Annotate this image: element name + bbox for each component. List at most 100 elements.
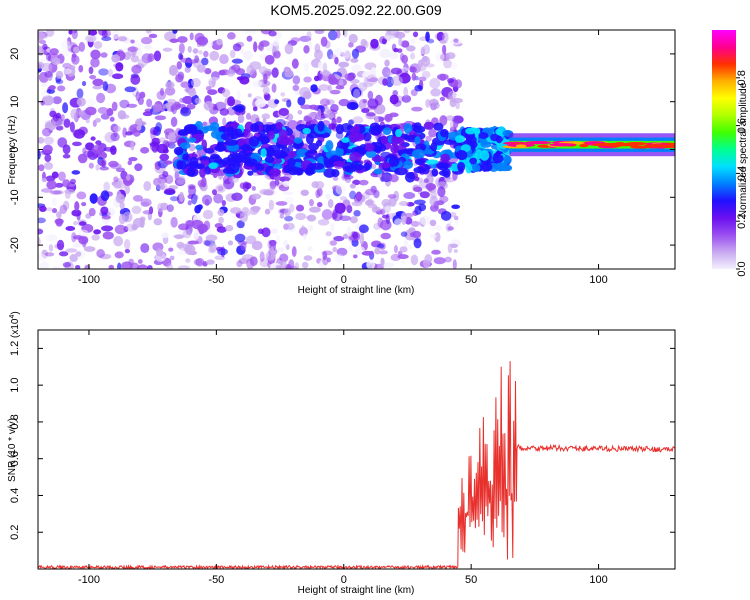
spectrogram-cell [349, 152, 362, 163]
spectrogram-cell [235, 68, 246, 76]
spectrogram-cell [177, 36, 188, 43]
spectrogram-cell [423, 121, 435, 130]
spectrogram-cell [130, 74, 141, 85]
spectrogram-cell [81, 81, 87, 87]
spectrogram-cell [307, 149, 317, 155]
spectrogram-cell [248, 136, 260, 147]
spectrogram-cell [328, 123, 337, 130]
spectrogram-cell [306, 215, 314, 220]
spectrogram-cell [187, 240, 200, 245]
spectrogram-cell [287, 143, 294, 154]
spectrogram-cell [127, 46, 139, 52]
spectrogram-cell [284, 43, 294, 55]
spectrogram-cell [44, 153, 52, 163]
spectrogram-cell [439, 128, 449, 138]
spectrogram-cell [440, 153, 451, 163]
spectrogram-cell [38, 61, 45, 69]
spectrogram-cell [189, 32, 194, 41]
spectrogram-cell [232, 43, 242, 52]
spectrogram-cell [95, 140, 102, 146]
spectrogram-cell [211, 189, 218, 195]
spectrogram-cell [425, 183, 437, 191]
snr-panel: -100 -50 0 50 100 0.2 0.4 0.6 0.8 1.0 1.2 Height … [7, 311, 676, 596]
spectrogram-cell [185, 258, 191, 263]
spectrogram-cell [244, 158, 258, 167]
spectrogram-cell [429, 219, 437, 227]
spectrogram-cell [198, 50, 203, 55]
spectrogram-cell [251, 80, 263, 87]
spectrogram-cell [114, 251, 124, 259]
spectrogram-cell [268, 199, 274, 211]
spectrogram-cell [452, 259, 457, 269]
spectrogram-cell [335, 124, 344, 135]
spectrogram-cell [240, 241, 247, 251]
spectrogram-cell [196, 36, 209, 46]
spectrogram-cell [283, 239, 288, 247]
spectrogram-cell [137, 58, 148, 67]
spectrogram-cell [40, 188, 53, 193]
spectrogram-cell [444, 256, 452, 263]
spectrogram-cell [82, 147, 87, 155]
spectrogram-cell [60, 114, 65, 122]
spectrogram-cell [140, 243, 150, 254]
spectrogram-cell [252, 207, 260, 213]
spectrogram-cell [255, 163, 265, 171]
spectrogram-cell [134, 163, 143, 172]
spectrogram-cell [156, 183, 168, 191]
spectrogram-cell [42, 127, 52, 137]
spectrogram-cell [71, 53, 77, 58]
spectrogram-cell [264, 208, 271, 215]
spectrogram-cell [455, 149, 468, 161]
spectrogram-cell [85, 142, 95, 151]
spectrogram-cell [113, 235, 124, 247]
spectrogram-cell [38, 46, 45, 56]
spectrogram-cell [135, 91, 141, 102]
spectrogram-cell [439, 195, 449, 203]
spectrogram-cell [414, 205, 422, 215]
spectrogram-cell [42, 43, 48, 50]
spectrogram-cell [276, 235, 281, 244]
spectrogram-cell [398, 37, 403, 47]
spectrogram-cell [88, 30, 98, 36]
spectrogram-cell [423, 178, 429, 184]
spectrogram-cell [331, 211, 343, 222]
spectrogram-cell [447, 77, 454, 84]
x-tick-label: -100 [78, 574, 100, 586]
spectrogram-cell [64, 188, 76, 195]
spectrogram-cell [276, 135, 290, 146]
spectrogram-cell [227, 32, 236, 40]
spectrogram-cell [292, 75, 301, 85]
spectrogram-cell [220, 132, 235, 141]
spectrogram-cell [111, 54, 121, 63]
spectrogram-cell [348, 41, 354, 48]
spectrogram-cell [136, 125, 142, 131]
spectrogram-cell [194, 194, 199, 200]
spectrogram-cell [146, 98, 153, 108]
spectrogram-cell [93, 229, 101, 235]
spectrogram-cell [70, 108, 79, 120]
spectrogram-cell [104, 131, 117, 143]
spectrogram-cell [384, 113, 393, 122]
spectrogram-cell [362, 98, 368, 104]
spectrogram-cell [222, 117, 227, 127]
spectrogram-cell [46, 70, 53, 82]
spectrogram-cell [180, 57, 192, 63]
spectrogram-cell [88, 66, 94, 75]
spectrogram-cell [264, 155, 275, 164]
spectrogram-cell [38, 217, 46, 224]
spectrogram-cell [73, 129, 85, 139]
spectrogram-y-label: Frequency (Hz) [7, 116, 18, 185]
spectrogram-cell [68, 30, 73, 35]
spectrogram-cell [170, 116, 178, 128]
spectrogram-cell [411, 106, 423, 112]
spectrogram-cell [278, 176, 291, 182]
spectrogram-cell [125, 223, 137, 232]
spectrogram-cell [42, 144, 53, 154]
x-tick-label: -50 [208, 274, 224, 286]
spectrogram-cell [97, 106, 109, 114]
spectrogram-cell [175, 73, 184, 83]
spectrogram-cell [72, 235, 85, 240]
spectrogram-cell [131, 64, 142, 74]
spectrogram-cell [184, 66, 191, 73]
spectrogram-cell [245, 235, 257, 245]
